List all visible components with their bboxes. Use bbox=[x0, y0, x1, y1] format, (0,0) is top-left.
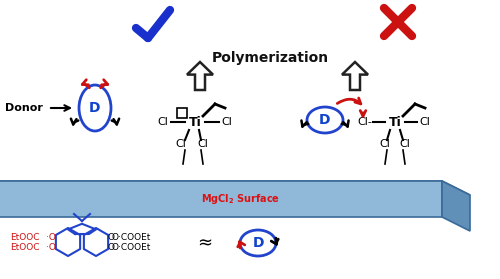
Text: Ti: Ti bbox=[388, 116, 402, 129]
Text: ·O: ·O bbox=[46, 232, 56, 242]
Text: D: D bbox=[320, 113, 331, 127]
Text: ≈: ≈ bbox=[198, 234, 212, 252]
Text: O·COOEt: O·COOEt bbox=[112, 232, 152, 242]
Text: D: D bbox=[252, 236, 264, 250]
Ellipse shape bbox=[79, 85, 111, 131]
Text: O·COOEt: O·COOEt bbox=[112, 244, 152, 252]
Text: Cl: Cl bbox=[222, 117, 232, 127]
Text: Cl: Cl bbox=[420, 117, 430, 127]
Ellipse shape bbox=[307, 107, 343, 133]
Polygon shape bbox=[0, 181, 442, 217]
Text: Cl: Cl bbox=[158, 117, 168, 127]
Polygon shape bbox=[442, 181, 470, 231]
Text: O: O bbox=[108, 232, 115, 242]
Polygon shape bbox=[0, 181, 470, 195]
Text: Cl-: Cl- bbox=[358, 117, 372, 127]
Text: Polymerization: Polymerization bbox=[212, 51, 328, 65]
Text: EtOOC: EtOOC bbox=[10, 232, 40, 242]
Text: Cl: Cl bbox=[176, 139, 186, 149]
Text: EtOOC: EtOOC bbox=[10, 244, 40, 252]
Text: O: O bbox=[108, 244, 115, 252]
Polygon shape bbox=[187, 62, 213, 90]
Text: D: D bbox=[89, 101, 101, 115]
Text: $\mathbf{MgCl_2\ Surface}$: $\mathbf{MgCl_2\ Surface}$ bbox=[200, 192, 280, 206]
Text: Donor: Donor bbox=[5, 103, 43, 113]
Polygon shape bbox=[342, 62, 368, 90]
Bar bbox=[177, 108, 187, 118]
Text: Cl: Cl bbox=[380, 139, 390, 149]
Text: Cl: Cl bbox=[198, 139, 208, 149]
Text: Cl: Cl bbox=[400, 139, 410, 149]
Text: ·O: ·O bbox=[46, 244, 56, 252]
Text: Ti: Ti bbox=[188, 116, 202, 129]
Ellipse shape bbox=[240, 230, 276, 256]
